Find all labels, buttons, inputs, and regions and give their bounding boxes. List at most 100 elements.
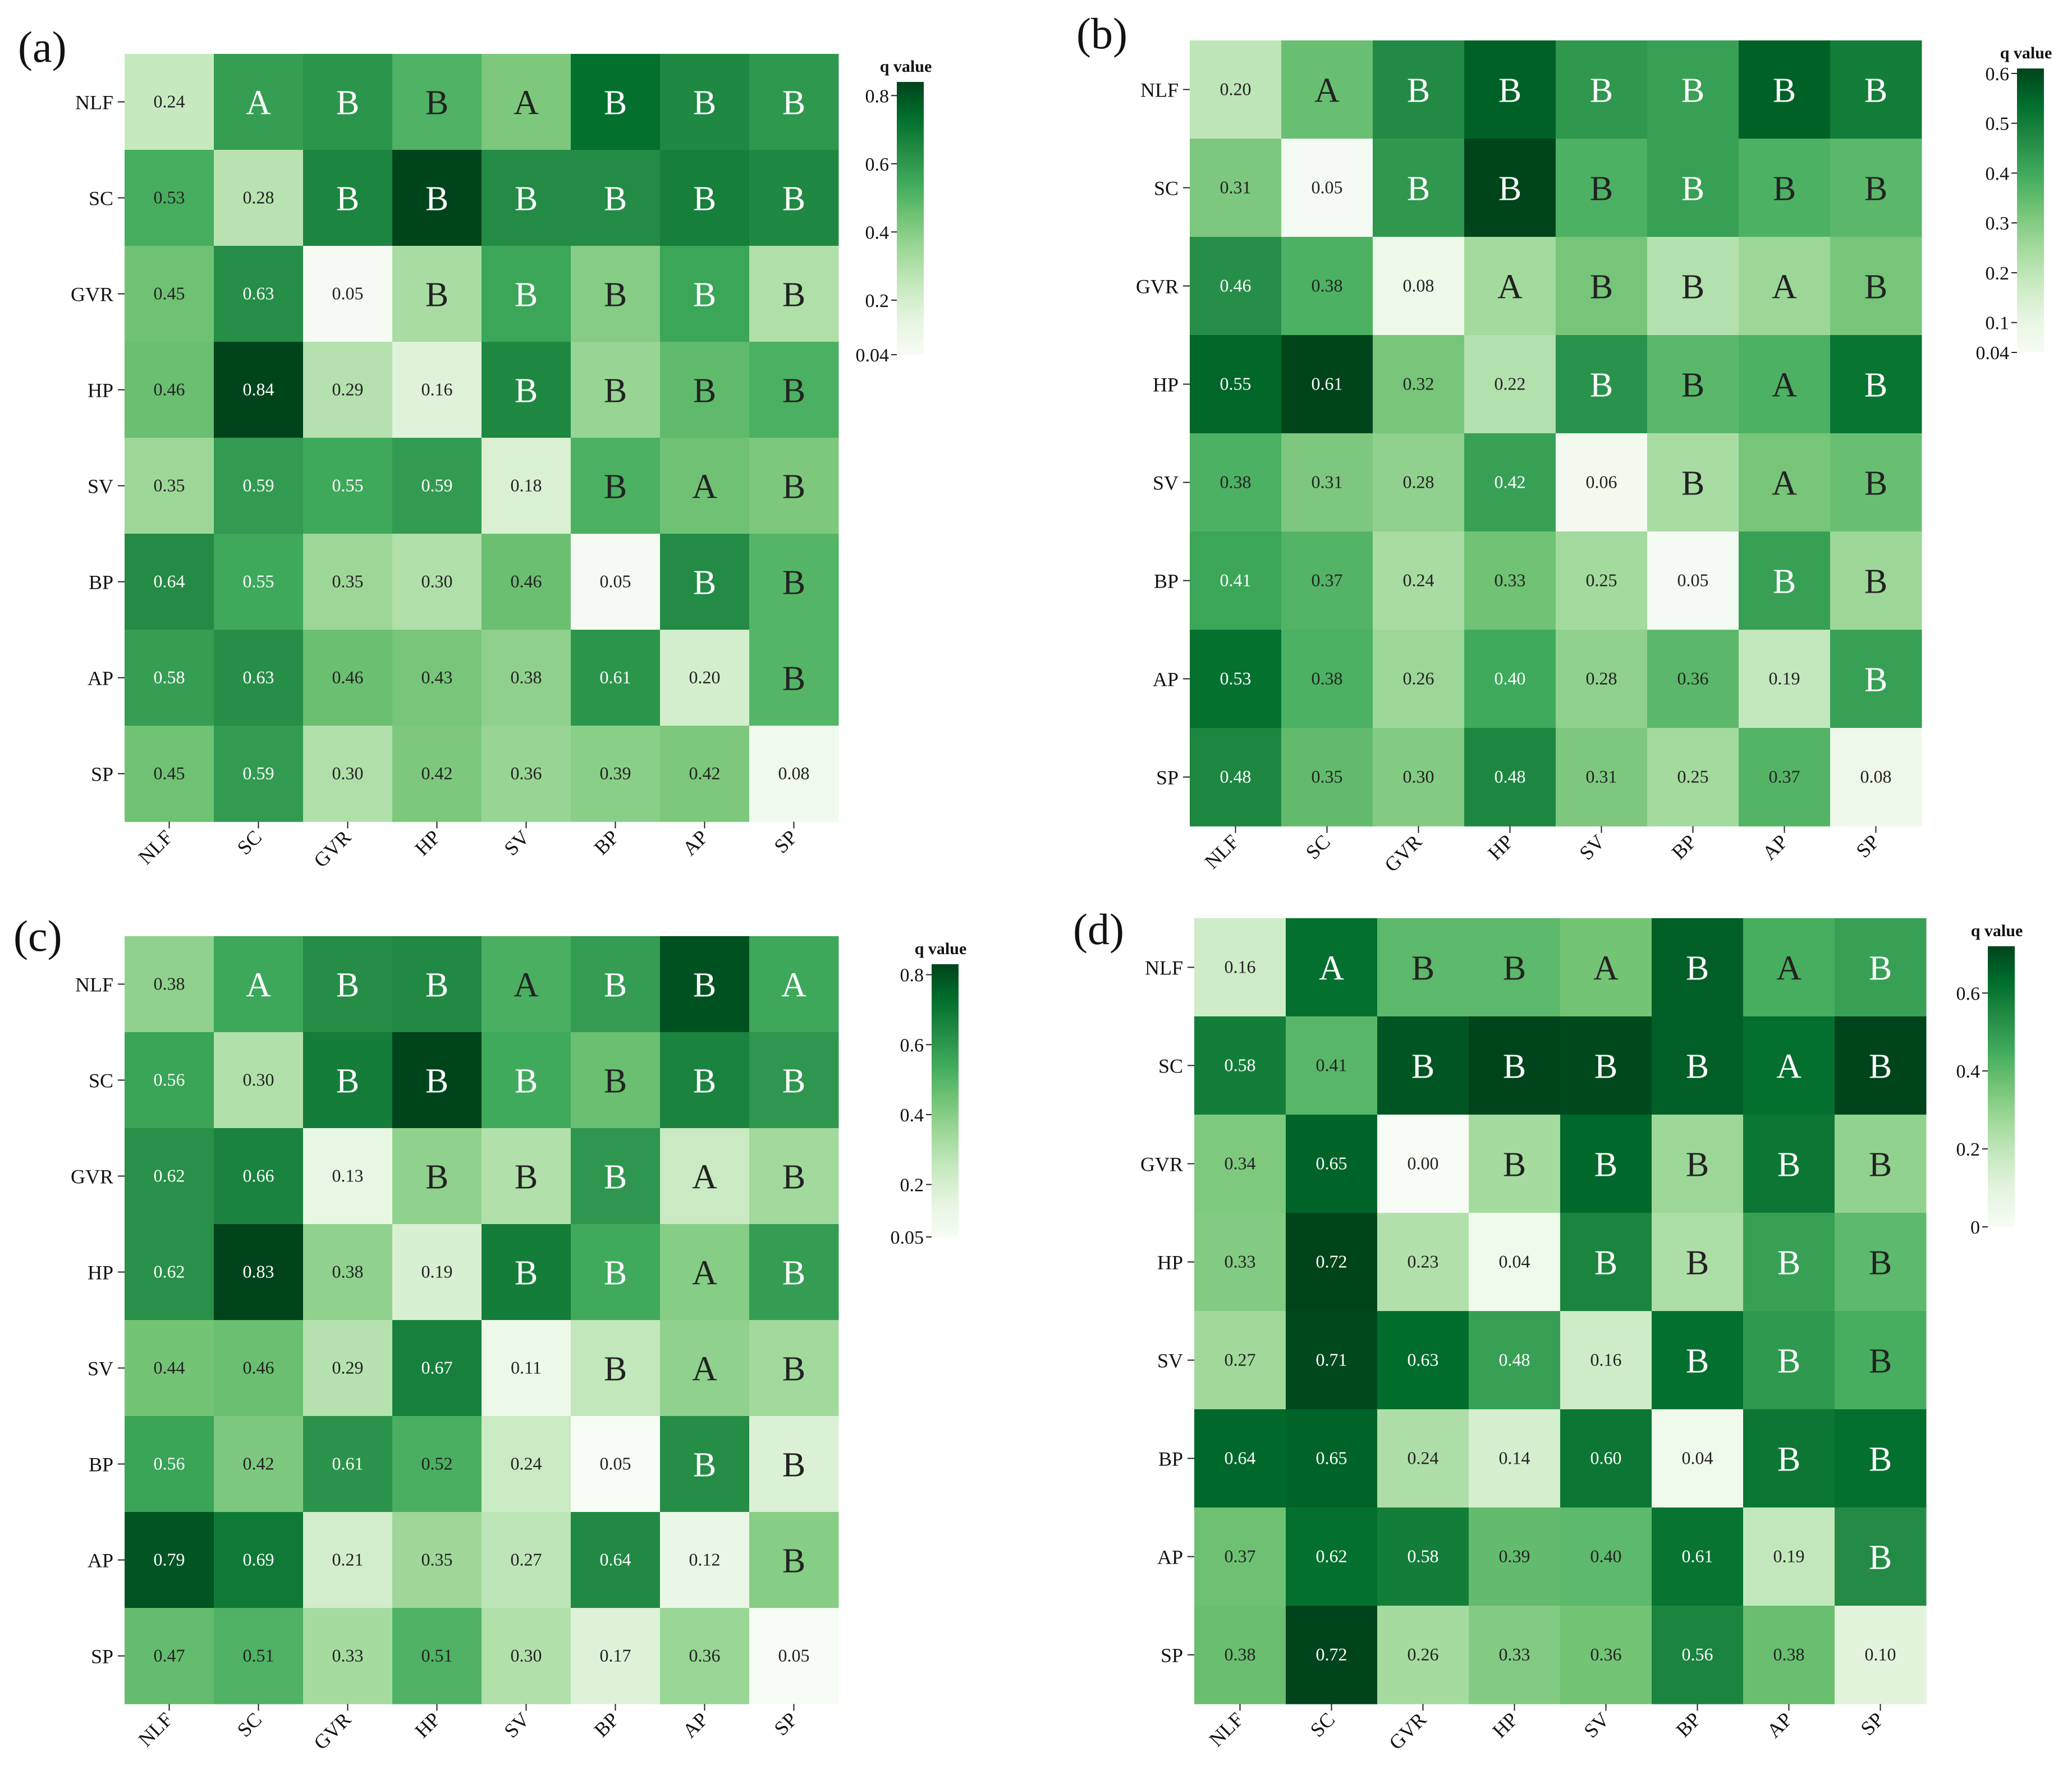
heatmap-cell-bp-nlf [1190, 531, 1282, 630]
heatmap-cell-nlf-gvr [1377, 918, 1469, 1017]
heatmap-cell-sv-hp [1464, 433, 1556, 532]
heatmap-cell-sv-nlf [125, 438, 214, 534]
heatmap-cell-bp-bp [571, 1416, 661, 1513]
heatmap-cell-sv-sv [482, 438, 571, 534]
heatmap-cell-sc-nlf [1194, 1016, 1286, 1115]
colorbar-tick-label: 0.5 [1986, 114, 2010, 135]
cell-label: 0.60 [1590, 1448, 1622, 1468]
heatmap-cell-bp-ap [1739, 531, 1831, 630]
cell-label: B [1777, 1146, 1800, 1184]
cell-label: B [782, 1062, 805, 1101]
cell-label: B [604, 966, 627, 1005]
cell-label: B [693, 966, 716, 1005]
heatmap-cell-gvr-nlf [125, 246, 214, 342]
heatmap-cell-hp-sp [1835, 1213, 1927, 1312]
cell-label: B [336, 180, 359, 218]
heatmap-cell-sc-hp [1464, 139, 1556, 237]
heatmap-cell-sc-hp [1469, 1016, 1561, 1115]
heatmap-cell-sc-sp [749, 1032, 839, 1129]
heatmap-cell-hp-sv [482, 1224, 571, 1321]
cell-label: 0.08 [778, 763, 810, 783]
colorbar-gradient [1988, 946, 2015, 1227]
heatmap-cell-gvr-nlf [1194, 1115, 1286, 1213]
y-tick-label: HP [88, 1262, 113, 1284]
cell-label: 0.16 [421, 379, 453, 400]
cell-label: B [604, 276, 627, 314]
heatmap-cell-nlf-sv [1560, 918, 1652, 1017]
cell-label: B [1411, 950, 1434, 988]
cell-label: 0.22 [1495, 374, 1526, 394]
cell-label: B [515, 1254, 538, 1293]
heatmap-cell-sv-sv [1560, 1311, 1652, 1410]
cell-label: A [1593, 950, 1619, 988]
cell-label: A [781, 966, 806, 1005]
cell-label: B [1590, 268, 1613, 306]
heatmap-cell-bp-bp [1647, 531, 1739, 630]
cell-label: 0.38 [1773, 1644, 1805, 1665]
heatmap-cell-bp-nlf [1194, 1409, 1286, 1508]
cell-label: B [1594, 1244, 1617, 1282]
heatmap-cell-sp-sp [749, 1608, 839, 1704]
cell-label: 0.56 [154, 1454, 185, 1474]
heatmap-cell-sv-ap [1739, 433, 1831, 532]
cell-label: 0.05 [1677, 570, 1709, 590]
cell-label: B [1869, 1244, 1892, 1282]
cell-label: 0.42 [689, 763, 721, 783]
heatmap-cell-nlf-bp [571, 936, 661, 1033]
cell-label: 0.38 [511, 667, 542, 688]
cell-label: B [1777, 1342, 1800, 1381]
cell-label: 0.26 [1403, 668, 1434, 689]
heatmap-cell-hp-sv [482, 342, 571, 438]
cell-label: B [604, 372, 627, 410]
heatmap-cell-sc-sc [1286, 1016, 1378, 1115]
cell-label: B [1864, 72, 1887, 110]
cell-label: B [1411, 1048, 1434, 1086]
heatmap-cell-sp-sv [1556, 728, 1648, 827]
cell-label: B [693, 1446, 716, 1484]
cell-label: 0.27 [511, 1550, 542, 1570]
cell-label: 0.58 [154, 667, 185, 688]
cell-label: B [1503, 1146, 1526, 1184]
heatmap-cell-hp-gvr [1373, 335, 1465, 434]
y-tick-label: NLF [1140, 79, 1179, 102]
heatmap-cell-sv-hp [392, 438, 482, 534]
cell-label: 0.61 [1312, 374, 1343, 394]
cell-label: 0.61 [600, 667, 631, 688]
heatmap-cell-sv-ap [660, 438, 750, 534]
heatmap-cell-sc-gvr [303, 1032, 393, 1129]
heatmap-cell-gvr-bp [1647, 237, 1739, 336]
cell-label: B [693, 372, 716, 410]
cell-label: 0.64 [1225, 1448, 1256, 1468]
heatmap-cell-sv-bp [1647, 433, 1739, 532]
y-tick-label: SP [91, 763, 113, 786]
cell-label: B [515, 1062, 538, 1101]
y-tick-label: GVR [71, 283, 113, 306]
heatmap-cell-sv-sv [482, 1320, 571, 1417]
cell-label: 0.56 [1682, 1644, 1713, 1665]
heatmap-cell-gvr-sv [482, 246, 571, 342]
heatmap-cell-ap-sc [214, 630, 304, 726]
heatmap-cell-sv-ap [1743, 1311, 1835, 1410]
heatmap-cell-bp-ap [660, 1416, 750, 1513]
heatmap-cell-sp-hp [1469, 1606, 1561, 1704]
heatmap-cell-sp-bp [1652, 1606, 1744, 1704]
heatmap-cell-hp-ap [660, 342, 750, 438]
y-tick-label: HP [1153, 374, 1179, 396]
heatmap-cell-nlf-bp [1647, 40, 1739, 139]
cell-label: B [1869, 1146, 1892, 1184]
heatmap-cell-sp-sp [749, 726, 839, 822]
cell-label: 0.33 [1499, 1644, 1530, 1665]
cell-label: A [692, 1158, 717, 1197]
heatmap-cell-ap-nlf [125, 630, 214, 726]
cell-label: B [1681, 366, 1704, 405]
cell-label: B [693, 564, 716, 602]
heatmap-cell-sc-sp [1830, 139, 1922, 237]
cell-label: 0.19 [421, 1262, 453, 1282]
heatmap-cell-ap-sc [1281, 630, 1373, 728]
y-tick-label: GVR [1140, 1153, 1183, 1176]
cell-label: A [246, 966, 271, 1005]
cell-label: 0.30 [1403, 767, 1434, 787]
panel-label: (a) [18, 22, 67, 71]
cell-label: 0.56 [154, 1070, 185, 1090]
heatmap-cell-sp-sp [1835, 1606, 1927, 1704]
